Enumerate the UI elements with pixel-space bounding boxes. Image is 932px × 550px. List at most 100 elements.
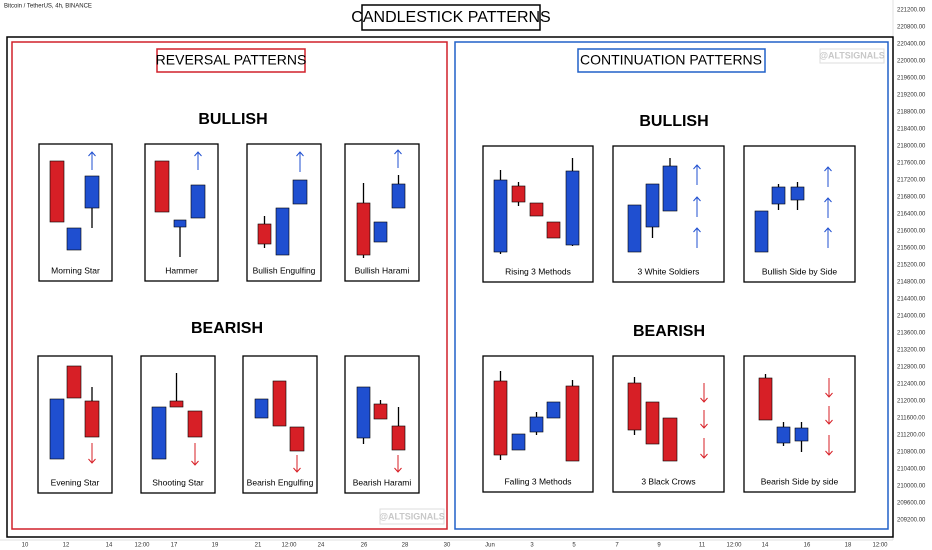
price-label: 210000.00 [897,484,926,490]
candle [84,175,100,209]
arrow-head [394,149,402,155]
candle [356,386,371,439]
candle [373,221,388,243]
pattern-name: Bullish Side by Side [762,266,837,276]
candle [627,204,642,253]
price-label: 215600.00 [897,246,926,252]
time-label: 9 [657,543,661,549]
watermark-box [379,508,445,525]
arrow-head [88,458,96,464]
arrow-head [825,450,833,456]
price-label: 221200.00 [897,8,926,14]
pattern-box [144,143,219,282]
time-label: 16 [804,543,811,549]
group-heading: BEARISH [633,323,705,340]
candle [190,184,206,219]
price-label: 212800.00 [897,365,926,371]
time-label: 18 [845,543,852,549]
price-label: 213200.00 [897,348,926,354]
price-label: 220400.00 [897,42,926,48]
time-label: 24 [318,543,325,549]
pattern-name: Bearish Engulfing [247,477,314,487]
symbol: Bitcoin / TetherUS, 4h, BINANCE [4,4,92,10]
candle [391,425,406,451]
time-label: 10 [22,543,29,549]
candle [794,427,809,442]
reversal-title-box [156,48,306,73]
arrow-head [293,467,301,473]
pattern-box [242,355,318,494]
arrow-head [825,392,833,398]
price-label: 211600.00 [897,416,926,422]
pattern-name: Morning Star [51,265,100,275]
arrow-head [824,227,832,233]
candle [645,401,660,445]
pattern-name: Bearish Side by side [761,476,839,486]
pattern-name: Evening Star [51,477,100,487]
time-label: 21 [255,543,262,549]
price-label: 219200.00 [897,93,926,99]
candle [758,377,773,421]
price-label: 216400.00 [897,212,926,218]
candle [565,170,580,246]
time-label: 19 [212,543,219,549]
time-label: 14 [762,543,769,549]
time-label: 12:00 [726,543,742,549]
pattern-name: Hammer [165,265,198,275]
arrow-head [700,423,708,429]
candle [771,186,786,205]
time-label: 5 [572,543,576,549]
arrow-head [88,151,96,157]
price-label: 216000.00 [897,229,926,235]
candle [169,400,184,408]
price-label: 215200.00 [897,263,926,269]
arrow-head [700,397,708,403]
time-label: 12:00 [872,543,888,549]
price-label: 214400.00 [897,297,926,303]
pattern-name: 3 Black Crows [641,476,695,486]
pattern-box [38,143,113,282]
pattern-name: 3 White Soldiers [638,266,700,276]
candle [66,365,82,399]
pattern-box [37,355,113,494]
price-label: 217600.00 [897,161,926,167]
pattern-name: Bullish Engulfing [253,265,316,275]
candle [493,380,508,456]
candle [49,160,65,223]
candle [154,160,170,213]
candle [662,417,678,462]
candle [790,186,805,201]
arrow-head [700,453,708,459]
candle [645,183,660,228]
pattern-box [482,145,594,283]
candle [289,426,305,452]
price-label: 220800.00 [897,25,926,31]
price-label: 209600.00 [897,501,926,507]
price-label: 214800.00 [897,280,926,286]
watermark: @ALTSIGNALS [379,511,445,521]
arrow-head [693,227,701,233]
time-label: 12:00 [134,543,150,549]
candle [546,401,561,419]
price-label: 209200.00 [897,518,926,524]
arrow-head [825,419,833,425]
pattern-box [140,355,216,494]
watermark: @ALTSIGNALS [819,50,885,60]
candle [493,179,508,253]
pattern-box [612,145,725,283]
candle [511,433,526,451]
pattern-box [344,143,420,282]
candle [151,406,167,460]
price-label: 216800.00 [897,195,926,201]
time-label: 7 [615,543,619,549]
price-label: 220000.00 [897,59,926,65]
arrow-head [693,164,701,170]
pattern-box [612,355,725,493]
title-box [361,4,541,31]
price-label: 212400.00 [897,382,926,388]
time-label: 14 [106,543,113,549]
candle [272,380,287,427]
candle [356,202,371,256]
group-heading: BEARISH [191,320,263,337]
